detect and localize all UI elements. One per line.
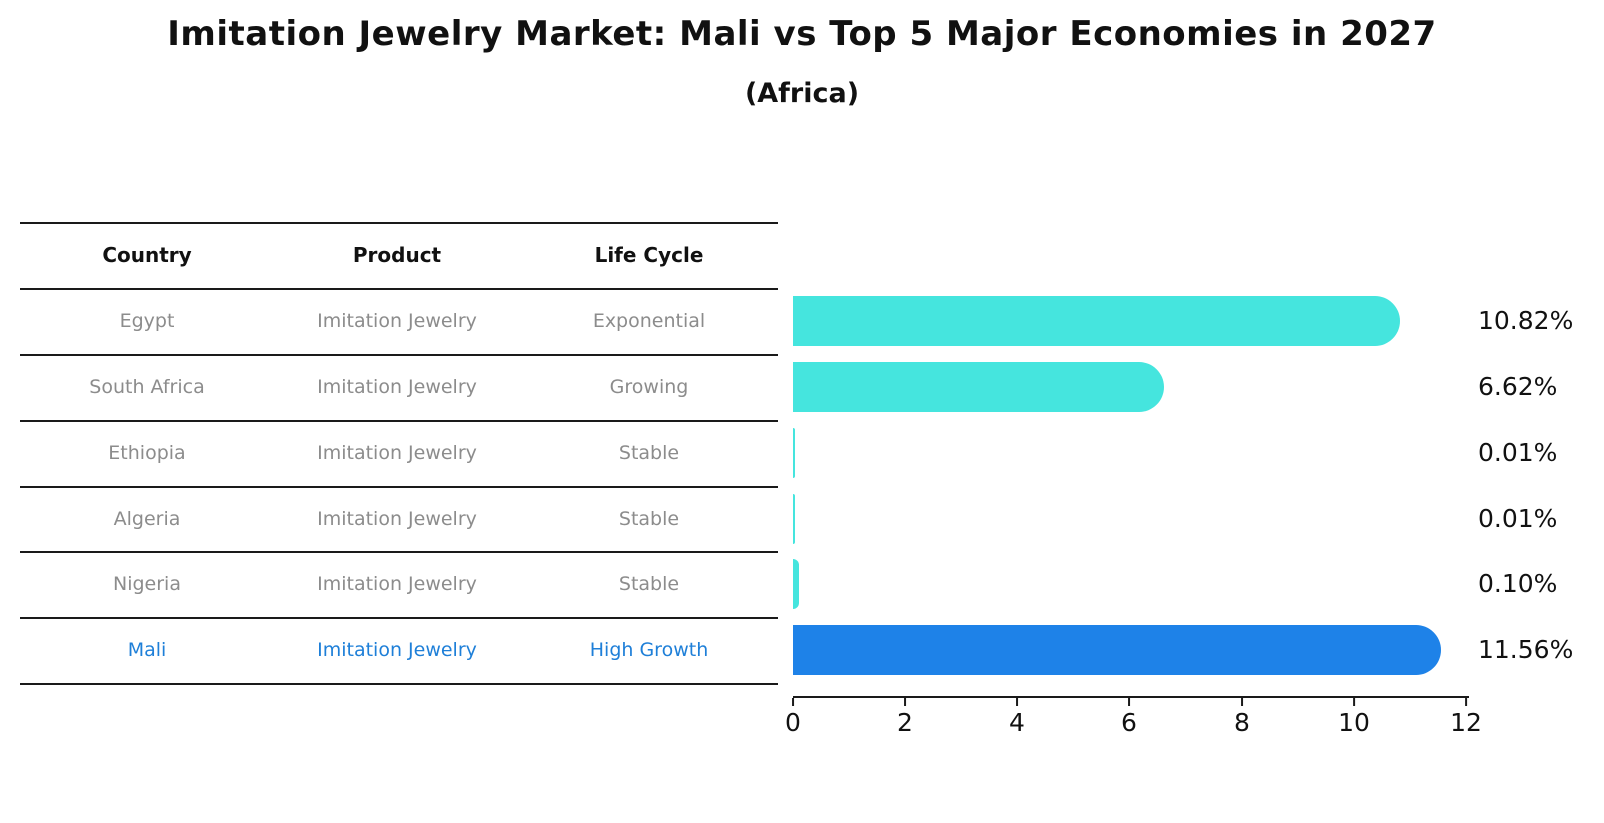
cell-country: Algeria <box>113 508 181 530</box>
chart-title: Imitation Jewelry Market: Mali vs Top 5 … <box>167 14 1437 54</box>
cell-product: Imitation Jewelry <box>317 376 477 398</box>
value-label: 11.56% <box>1478 635 1574 664</box>
column-header-country: Country <box>102 243 192 267</box>
value-label: 10.82% <box>1478 306 1574 335</box>
x-axis-tick: 0 <box>785 698 801 737</box>
table-row-mali: Mali Imitation Jewelry High Growth 11.56… <box>0 617 1604 683</box>
tick-mark <box>904 698 906 706</box>
cell-life-cycle: Growing <box>609 376 689 398</box>
cell-product: Imitation Jewelry <box>317 508 477 530</box>
tick-mark <box>1353 698 1355 706</box>
table-divider <box>20 486 778 488</box>
table-divider <box>20 288 778 290</box>
tick-label: 2 <box>897 708 913 737</box>
table-divider <box>20 617 778 619</box>
table-row-nigeria: Nigeria Imitation Jewelry Stable 0.10% <box>0 551 1604 617</box>
tick-label: 12 <box>1450 708 1482 737</box>
x-axis-tick: 12 <box>1450 698 1482 737</box>
bar-ethiopia <box>793 428 795 478</box>
tick-label: 6 <box>1121 708 1137 737</box>
bar-egypt <box>793 296 1400 346</box>
tick-label: 10 <box>1338 708 1370 737</box>
tick-mark <box>1016 698 1018 706</box>
cell-product: Imitation Jewelry <box>317 310 477 332</box>
tick-label: 0 <box>785 708 801 737</box>
table-divider <box>20 354 778 356</box>
x-axis-tick: 4 <box>1009 698 1025 737</box>
bar-south-africa <box>793 362 1165 412</box>
cell-country: South Africa <box>89 376 205 398</box>
tick-mark <box>1465 698 1467 706</box>
tick-mark <box>792 698 794 706</box>
bar-algeria <box>793 494 795 544</box>
table-row-south-africa: South Africa Imitation Jewelry Growing 6… <box>0 354 1604 420</box>
tick-label: 8 <box>1234 708 1250 737</box>
cell-life-cycle: Exponential <box>592 310 706 332</box>
cell-product: Imitation Jewelry <box>317 442 477 464</box>
bar-nigeria <box>793 559 799 609</box>
x-axis-line <box>793 696 1469 698</box>
cell-life-cycle: Stable <box>618 573 680 595</box>
table-divider <box>20 222 778 224</box>
value-label: 0.01% <box>1478 504 1558 533</box>
table-divider <box>20 683 778 685</box>
table-header-row: Country Product Life Cycle <box>0 222 1604 288</box>
column-header-life-cycle: Life Cycle <box>594 243 704 267</box>
cell-life-cycle: Stable <box>618 508 680 530</box>
cell-country: Mali <box>127 639 167 661</box>
cell-country: Nigeria <box>113 573 181 595</box>
x-axis-tick: 8 <box>1234 698 1250 737</box>
bar-mali <box>793 625 1442 675</box>
cell-country: Ethiopia <box>108 442 186 464</box>
table-row-algeria: Algeria Imitation Jewelry Stable 0.01% <box>0 486 1604 552</box>
x-axis-tick: 2 <box>897 698 913 737</box>
value-label: 0.10% <box>1478 569 1558 598</box>
tick-mark <box>1128 698 1130 706</box>
table-divider <box>20 551 778 553</box>
tick-label: 4 <box>1009 708 1025 737</box>
cell-product: Imitation Jewelry <box>317 639 477 661</box>
table-divider <box>20 420 778 422</box>
column-header-product: Product <box>352 243 442 267</box>
cell-product: Imitation Jewelry <box>317 573 477 595</box>
table-row-ethiopia: Ethiopia Imitation Jewelry Stable 0.01% <box>0 420 1604 486</box>
x-axis-tick: 6 <box>1121 698 1137 737</box>
cell-life-cycle: Stable <box>618 442 680 464</box>
cell-country: Egypt <box>119 310 175 332</box>
value-label: 6.62% <box>1478 372 1558 401</box>
table-row-egypt: Egypt Imitation Jewelry Exponential 10.8… <box>0 288 1604 354</box>
cell-life-cycle: High Growth <box>589 639 709 661</box>
chart-subtitle: (Africa) <box>744 78 860 109</box>
x-axis-tick: 10 <box>1338 698 1370 737</box>
tick-mark <box>1241 698 1243 706</box>
value-label: 0.01% <box>1478 438 1558 467</box>
